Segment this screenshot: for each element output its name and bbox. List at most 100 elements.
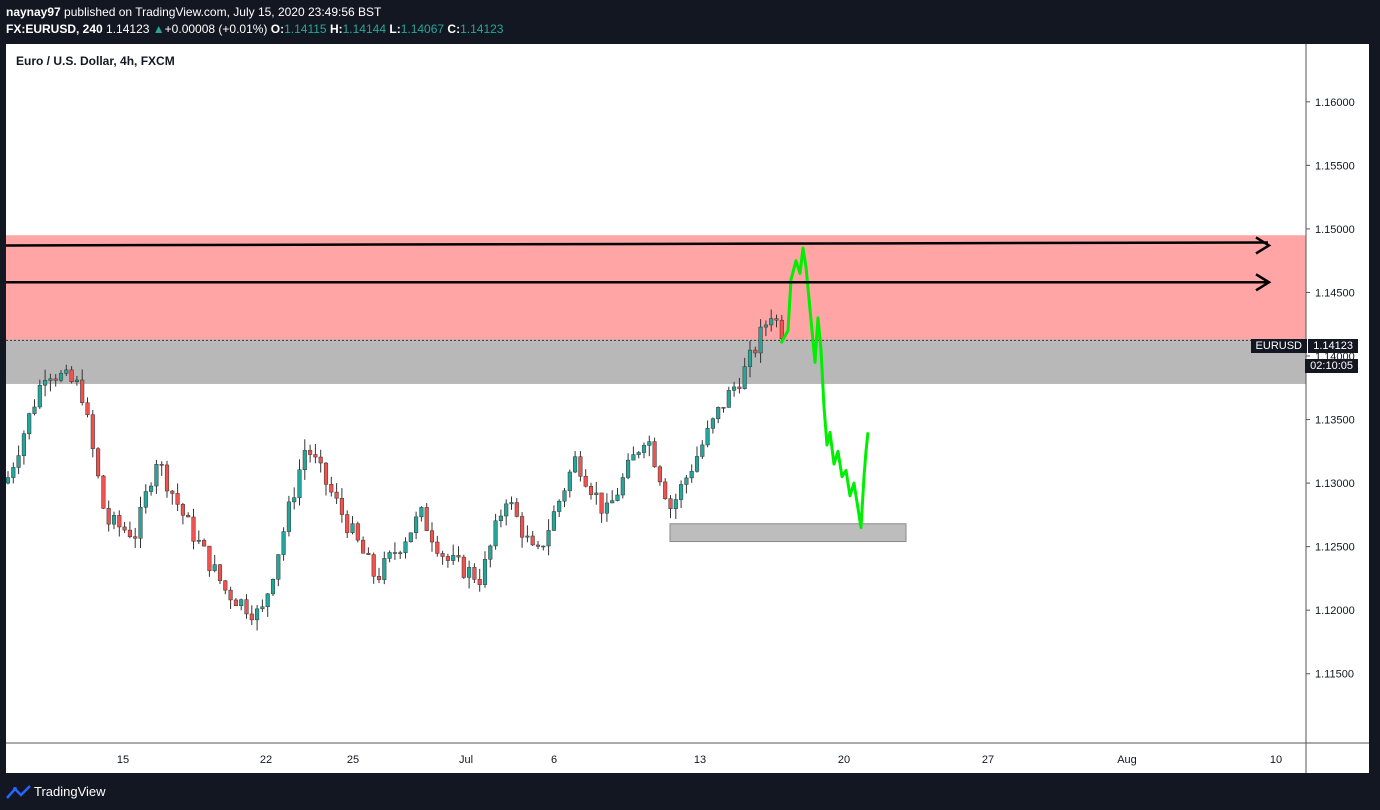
candle	[80, 379, 85, 403]
candle	[276, 554, 281, 580]
candle	[647, 441, 652, 446]
candle	[573, 456, 578, 473]
candle	[684, 477, 689, 485]
candle	[700, 444, 705, 457]
candle	[509, 502, 514, 505]
candle	[689, 471, 694, 479]
open-value: 1.14115	[284, 22, 327, 36]
candle	[101, 475, 106, 509]
candle	[461, 556, 466, 578]
candle	[387, 552, 392, 559]
candle	[679, 484, 684, 500]
candle	[435, 541, 440, 554]
candle	[175, 493, 180, 505]
candle	[615, 494, 620, 501]
horizontal-arrow-line	[6, 241, 1269, 247]
tradingview-brand[interactable]: TradingView	[34, 784, 106, 799]
candle	[58, 373, 64, 381]
candle	[631, 454, 636, 461]
candle	[641, 445, 647, 453]
chart-panel[interactable]: 1.16000 1.15500 1.15000 1.14500 1.14000 1.135…	[6, 44, 1369, 773]
candle	[610, 500, 615, 504]
candle	[753, 349, 758, 354]
time-tick-label: Jul	[459, 754, 473, 766]
candle	[414, 516, 419, 533]
price-tick-label: 1.13000	[1315, 478, 1355, 490]
candle	[249, 613, 254, 621]
candle	[286, 501, 291, 532]
candle	[710, 418, 715, 429]
candle	[228, 589, 233, 601]
candle	[371, 554, 376, 577]
candle	[196, 540, 201, 542]
candle	[626, 459, 631, 478]
published-text: published on TradingView.com, July 15, 2…	[64, 5, 382, 19]
candle	[212, 564, 217, 571]
candle	[403, 541, 408, 553]
candle	[149, 485, 154, 492]
candle	[281, 531, 286, 555]
candle	[69, 369, 74, 382]
candle	[482, 559, 488, 585]
candle	[398, 552, 403, 554]
candle	[127, 529, 132, 537]
time-tick-label: Aug	[1117, 754, 1137, 766]
candle	[578, 456, 583, 477]
change-arrow-icon: ▲	[152, 22, 165, 36]
candle	[143, 491, 148, 508]
candle	[604, 502, 609, 514]
candle	[779, 319, 784, 340]
price-tick-label: 1.13500	[1315, 415, 1355, 427]
candle	[11, 467, 16, 478]
tradingview-logo-icon[interactable]	[6, 785, 32, 799]
chart-canvas[interactable]: 1.160001.155001.150001.145001.140001.135…	[6, 44, 1369, 773]
candle	[186, 515, 191, 518]
time-tick-label: 15	[117, 754, 129, 766]
low-label: L:	[389, 22, 401, 36]
candle	[567, 471, 572, 492]
candle	[345, 514, 350, 533]
low-value: 1.14067	[400, 22, 445, 36]
candle	[255, 608, 260, 621]
candle	[318, 456, 323, 464]
candle	[673, 499, 678, 510]
candle	[445, 556, 450, 561]
candle	[329, 484, 334, 493]
chart-title: Euro / U.S. Dollar, 4h, FXCM	[16, 54, 175, 68]
footer: TradingView	[0, 774, 1380, 810]
candle	[732, 386, 737, 391]
candle	[440, 553, 445, 557]
candle	[96, 448, 101, 477]
candle	[133, 536, 138, 539]
candle	[429, 530, 435, 543]
candle	[260, 606, 265, 610]
candle	[207, 545, 212, 571]
candle	[451, 555, 456, 561]
candle	[477, 579, 482, 585]
candle	[334, 491, 339, 499]
publisher-name[interactable]: naynay97	[6, 5, 61, 19]
candle	[737, 386, 742, 389]
price-tick-label: 1.15000	[1315, 224, 1355, 236]
candle	[668, 498, 673, 510]
time-tick-label: 13	[694, 754, 706, 766]
candle	[323, 462, 329, 485]
candle	[694, 456, 700, 472]
candle	[424, 507, 429, 531]
candle	[159, 464, 164, 466]
open-label: O:	[270, 22, 285, 36]
time-tick-label: 6	[551, 754, 557, 766]
candle	[180, 504, 185, 516]
candle	[366, 553, 371, 555]
candle	[265, 593, 270, 608]
price-tag-symbol: EURUSD	[1250, 339, 1307, 353]
candle	[583, 475, 588, 487]
arrow-head-icon	[1255, 273, 1272, 292]
candle	[504, 503, 509, 517]
candle	[594, 492, 599, 495]
symbol-label: FX:EURUSD, 240	[6, 22, 103, 36]
candle	[557, 500, 562, 512]
candle	[498, 515, 503, 522]
candle	[472, 567, 477, 580]
candle	[117, 515, 122, 528]
